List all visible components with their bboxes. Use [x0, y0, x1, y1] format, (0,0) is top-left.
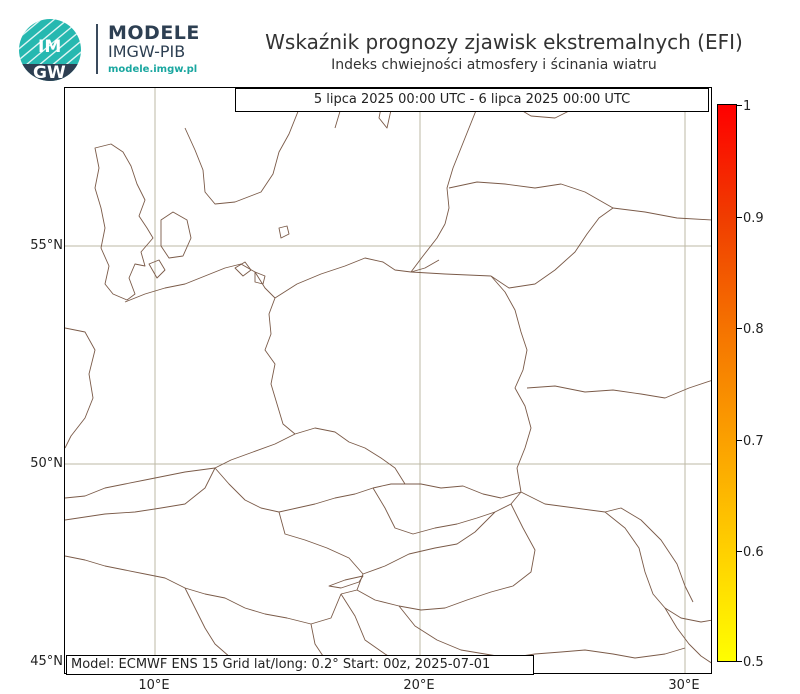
model-info-box: Model: ECMWF ENS 15 Grid lat/long: 0.2° …: [66, 655, 534, 675]
border-poland-south: [294, 427, 522, 499]
border-germany-south: [65, 467, 216, 499]
lat-label-50n: 50°N: [30, 456, 63, 471]
brand-name: MODELE: [108, 22, 200, 44]
chart-title: Wskaźnik prognozy zjawisk ekstremalnych …: [265, 30, 743, 54]
colorbar-label-1: 1: [743, 99, 752, 114]
lake-balaton: [328, 575, 364, 589]
border-lithuania-belarus: [490, 207, 614, 289]
coast-germany-baltic: [124, 263, 276, 303]
coast-sweden: [184, 88, 316, 205]
lat-label-55n: 55°N: [30, 238, 63, 253]
lon-label-20e: 20°E: [403, 678, 435, 693]
border-czech: [214, 433, 405, 513]
colorbar-label-0-6: 0.6: [743, 545, 764, 560]
border-poland-east: [490, 275, 532, 493]
border-slovakia: [372, 487, 522, 535]
chart-subtitle: Indeks chwiejności atmosfery i ścinania …: [331, 57, 657, 73]
border-austria: [65, 467, 216, 521]
brand-org: IMGW-PIB: [108, 42, 186, 61]
colorbar-tick: [737, 328, 742, 329]
lon-label-30e: 30°E: [668, 678, 700, 693]
brand-divider: [96, 24, 98, 74]
colorbar-tick: [737, 551, 742, 552]
coast-usedom: [254, 271, 266, 285]
border-belarus-ukraine: [526, 380, 711, 399]
country-borders: [65, 88, 711, 673]
border-romania-ukraine: [520, 491, 711, 623]
border-poland-germany: [264, 297, 296, 435]
imgw-logo: IM GW: [18, 18, 82, 83]
map-svg: [65, 88, 711, 673]
lon-label-10e: 10°E: [138, 678, 170, 693]
coast-jutland: [94, 143, 154, 301]
map-panel[interactable]: [64, 87, 712, 674]
colorbar-segment-2: [718, 216, 736, 328]
border-hungary-romania: [356, 503, 536, 611]
graticule: [65, 88, 711, 673]
border-kaliningrad: [410, 271, 492, 277]
colorbar-label-0-8: 0.8: [743, 322, 764, 337]
border-germany-west: [65, 327, 96, 449]
coast-funen: [148, 259, 166, 279]
colorbar-label-0-5: 0.5: [743, 655, 764, 670]
colorbar-tick: [737, 217, 742, 218]
coast-black-sea: [664, 607, 711, 664]
coast-zealand: [160, 211, 192, 259]
border-austria-hungary: [278, 511, 364, 595]
brand-url-link[interactable]: modele.imgw.pl: [108, 64, 198, 75]
date-range-box: 5 lipca 2025 00:00 UTC - 6 lipca 2025 00…: [235, 88, 709, 112]
colorbar-segment-3: [718, 328, 736, 440]
border-slovenia-croatia: [244, 593, 342, 625]
coast-poland: [274, 257, 440, 299]
colorbar-segment-5: [718, 551, 736, 661]
border-alps: [65, 555, 246, 609]
colorbar-tick: [737, 105, 742, 106]
logo-text-top: IM: [38, 37, 61, 57]
colorbar-label-0-9: 0.9: [743, 211, 764, 226]
border-serbia-romania: [398, 605, 686, 659]
lat-label-45n: 45°N: [30, 654, 63, 669]
logo-text-bottom: GW: [33, 63, 66, 82]
coast-rugen: [234, 261, 252, 277]
colorbar-tick: [737, 661, 742, 662]
coast-bornholm: [278, 225, 290, 239]
coast-hel: [410, 223, 446, 273]
colorbar-tick: [737, 440, 742, 441]
colorbar-segment-1: [718, 105, 736, 216]
colorbar-segment-4: [718, 440, 736, 551]
border-hungary: [362, 511, 496, 575]
border-lithuania-latvia: [448, 181, 711, 221]
colorbar: [717, 104, 737, 662]
border-moldova: [604, 507, 694, 603]
colorbar-label-0-7: 0.7: [743, 434, 764, 449]
